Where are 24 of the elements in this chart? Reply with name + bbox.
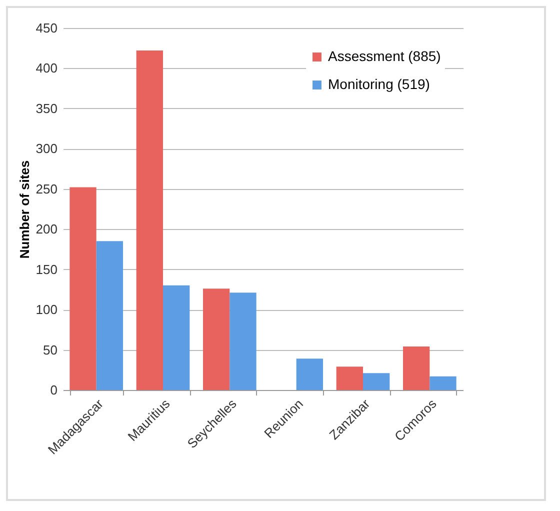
y-axis-title: Number of sites <box>16 160 32 259</box>
y-tick-label: 100 <box>36 302 58 318</box>
bar <box>336 366 363 390</box>
bar <box>163 285 190 390</box>
y-tick-label: 300 <box>36 141 58 156</box>
y-tick-label: 150 <box>36 262 58 277</box>
y-tick-label: 0 <box>50 382 58 398</box>
bar <box>403 346 430 390</box>
y-tick-label: 200 <box>36 222 58 237</box>
y-tick-label: 450 <box>36 20 58 36</box>
legend-label: Assessment (885) <box>328 48 441 64</box>
y-tick-label: 350 <box>36 100 58 116</box>
bar <box>296 358 323 390</box>
y-tick-label: 400 <box>36 60 58 76</box>
legend-label: Monitoring (519) <box>328 76 430 92</box>
y-tick-label: 50 <box>43 342 58 358</box>
bar <box>363 373 390 390</box>
bar <box>230 292 256 390</box>
bar <box>70 187 96 390</box>
bar <box>96 241 123 390</box>
bar <box>430 376 456 390</box>
bar <box>203 288 230 390</box>
y-tick-label: 250 <box>36 181 58 196</box>
bar <box>136 50 163 390</box>
